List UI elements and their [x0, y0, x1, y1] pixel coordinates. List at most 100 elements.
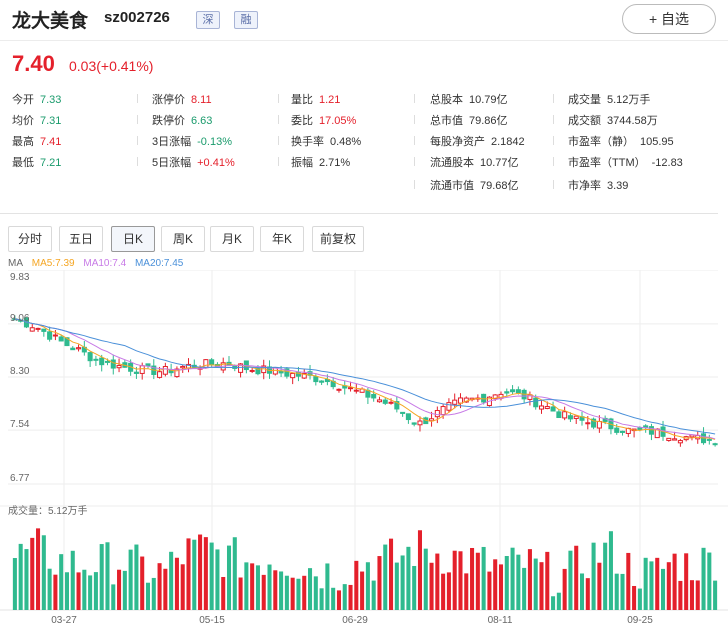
y-tick-label: 9.83 [10, 272, 30, 283]
volume-bar [620, 573, 625, 610]
candle [29, 323, 35, 332]
volume-bar [579, 573, 585, 610]
candle [429, 411, 435, 427]
volume-bar [377, 556, 382, 610]
volume-bar [614, 573, 619, 610]
candle [266, 360, 273, 379]
volume-bar [250, 563, 255, 610]
candle [35, 327, 41, 332]
tab-forward-adjusted[interactable]: 前复权 [312, 226, 364, 252]
volume-bar [446, 572, 451, 610]
margin-tag: 融 [234, 11, 258, 29]
stat-item: 均价 7.31 [12, 115, 62, 127]
volume-bar [30, 537, 35, 610]
volume-bar [487, 571, 492, 610]
volume-bar [215, 549, 220, 610]
tab-monthly-k[interactable]: 月K [210, 226, 254, 252]
candle [359, 387, 365, 393]
market-tag: 深 [196, 11, 220, 29]
stat-item: 5日涨幅 +0.41% [152, 157, 235, 169]
candle [284, 367, 290, 379]
volume-bar [36, 528, 41, 610]
candle [527, 391, 533, 406]
stat-item: 市净率 3.39 [568, 180, 629, 192]
stock-code: sz002726 [104, 9, 170, 26]
x-tick-label: 08-11 [488, 615, 513, 626]
volume-bar [527, 549, 532, 610]
candle [110, 354, 116, 375]
candle [672, 431, 678, 441]
add-favorite-button[interactable]: + 自选 [622, 4, 716, 34]
tab-intraday[interactable]: 分时 [8, 226, 52, 252]
volume-bar [643, 557, 648, 610]
x-tick-label: 03-27 [51, 615, 77, 626]
candle [400, 411, 406, 417]
volume-bar [539, 562, 544, 610]
volume-bar [695, 580, 700, 610]
volume-bar [18, 543, 23, 610]
volume-bar [24, 549, 29, 610]
volume-bar [157, 563, 162, 610]
candle [336, 388, 342, 393]
volume-bar [701, 547, 706, 610]
volume-bar [591, 542, 596, 610]
candle [510, 385, 516, 395]
tab-weekly-k[interactable]: 周K [161, 226, 205, 252]
tab-yearly-k[interactable]: 年K [260, 226, 304, 252]
x-tick-label: 06-29 [342, 615, 368, 626]
volume-bar [417, 530, 423, 610]
ma20-value: MA20:7.45 [134, 258, 184, 269]
volume-bar [493, 559, 498, 610]
candle [446, 398, 452, 413]
candle [76, 344, 82, 352]
volume-bar [632, 585, 637, 610]
candle [47, 326, 53, 342]
volume-bar [122, 570, 127, 610]
volume-bar [435, 553, 440, 610]
volume-bar [626, 552, 631, 610]
tab-daily-k[interactable]: 日K [111, 226, 155, 252]
volume-bar [70, 550, 75, 610]
volume-bar [371, 580, 376, 610]
volume-bar [279, 571, 284, 610]
candle [162, 362, 168, 377]
volume-bar [516, 554, 521, 610]
volume-bar [545, 551, 550, 610]
stat-item: 总市值 79.86亿 [430, 115, 508, 127]
volume-bar [59, 554, 64, 610]
stat-item: 总股本 10.79亿 [430, 94, 508, 106]
volume-bar [284, 575, 289, 610]
candle [683, 435, 689, 442]
stat-item: 每股净资产 2.1842 [430, 136, 525, 148]
stock-name: 龙大美食 [12, 11, 89, 32]
volume-bar [574, 545, 579, 610]
volume-bar [267, 564, 272, 610]
volume-bar [331, 587, 336, 610]
candle [573, 415, 579, 424]
volume-bar [470, 547, 475, 610]
candle [405, 413, 411, 424]
volume-bar [383, 544, 388, 610]
candle [556, 409, 562, 419]
volume-bar [649, 561, 654, 610]
current-price: 7.40 [12, 51, 55, 76]
volume-bar [400, 555, 405, 610]
candle [666, 437, 672, 442]
candle [87, 351, 93, 367]
volume-bar [145, 582, 151, 610]
volume-bar [209, 542, 214, 610]
candle [151, 359, 157, 380]
volume-bar [238, 577, 243, 610]
volume-bar [64, 572, 70, 610]
candle [41, 328, 47, 337]
volume-bar [117, 569, 122, 610]
y-tick-label: 6.77 [10, 473, 30, 484]
kline-chart[interactable]: 9.83 9.06 8.30 7.54 6.77 03-27 05-15 06-29 08-11… [0, 270, 728, 632]
volume-bar [481, 546, 486, 610]
ma-label: MA [8, 258, 23, 269]
volume-bar [307, 568, 313, 610]
candle [249, 368, 255, 374]
tab-five-day[interactable]: 五日 [59, 226, 103, 252]
ma5-line [14, 318, 716, 440]
volume-bar [475, 552, 480, 610]
